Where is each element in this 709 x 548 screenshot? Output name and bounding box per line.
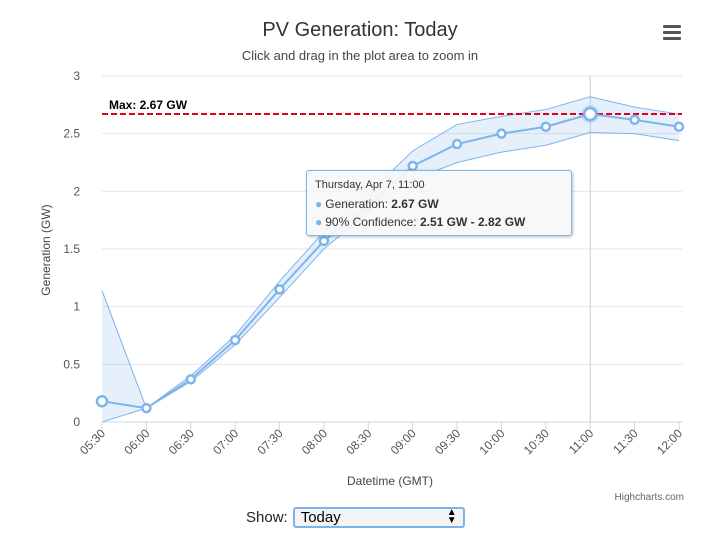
tooltip-header: Thursday, Apr 7, 11:00 (315, 179, 425, 191)
series-dot-icon: ● (315, 197, 323, 211)
x-tick-label: 07:30 (255, 426, 286, 457)
max-plot-line-label: Max: 2.67 GW (109, 98, 188, 112)
x-tick-label: 09:00 (388, 426, 419, 457)
chart-title: PV Generation: Today (262, 19, 457, 41)
tooltip-row-generation: ● Generation: 2.67 GW (315, 195, 563, 213)
generation-point[interactable] (496, 128, 507, 139)
confidence-band-upper-line (101, 96, 680, 409)
y-tick-label: 0.5 (63, 357, 80, 371)
series-dot-icon: ● (315, 215, 323, 229)
y-tick-label: 1.5 (63, 242, 80, 256)
generation-point[interactable] (95, 394, 109, 408)
x-tick-label: 11:30 (610, 426, 641, 457)
chart-tooltip: Thursday, Apr 7, 11:00 ● Generation: 2.67… (306, 170, 572, 236)
generation-point[interactable] (229, 334, 241, 346)
x-tick-label: 08:00 (299, 426, 330, 457)
tooltip-row-confidence: ● 90% Confidence: 2.51 GW - 2.82 GW (315, 213, 563, 231)
generation-point[interactable] (451, 138, 463, 150)
generation-point[interactable] (141, 402, 152, 414)
x-axis-title: Datetime (GMT) (347, 474, 433, 488)
y-tick-label: 2 (73, 184, 80, 198)
tooltip-generation-label: Generation: (325, 197, 392, 211)
y-axis-title: Generation (GW) (39, 204, 53, 295)
x-tick-label: 10:00 (476, 426, 507, 457)
y-tick-label: 2.5 (63, 127, 80, 141)
x-tick-label: 09:30 (432, 426, 463, 457)
tooltip-confidence-value: 2.51 GW - 2.82 GW (419, 215, 526, 229)
x-tick-label: 10:30 (521, 426, 552, 457)
hamburger-menu-icon-bar (663, 37, 681, 40)
tooltip-confidence-label: 90% Confidence: (325, 215, 420, 229)
chart-context-menu-button[interactable] (660, 22, 684, 44)
x-tick-label: 05:30 (77, 426, 108, 457)
y-tick-label: 1 (73, 300, 80, 314)
hamburger-menu-icon-bar (663, 31, 681, 34)
x-tick-label: 06:00 (121, 426, 152, 457)
generation-point[interactable] (274, 284, 285, 295)
x-tick-label: 07:00 (210, 426, 241, 457)
chart-subtitle: Click and drag in the plot area to zoom … (242, 48, 478, 63)
x-tick-label: 12:00 (654, 426, 685, 457)
select-updown-arrows-icon: ▲ ▼ (446, 507, 457, 526)
show-period-select[interactable]: Today ▲ ▼ (292, 506, 465, 528)
generation-point[interactable] (540, 121, 552, 132)
credits-link[interactable]: Highcharts.com (615, 492, 684, 503)
generation-point[interactable] (407, 160, 418, 172)
show-control: Show: Today ▲ ▼ (246, 505, 465, 529)
y-tick-label: 3 (73, 69, 80, 83)
x-tick-label: 08:30 (343, 426, 374, 457)
x-tick-label: 06:30 (166, 426, 197, 457)
generation-point[interactable] (673, 121, 685, 132)
generation-point[interactable] (185, 374, 197, 385)
hamburger-menu-icon (663, 25, 681, 28)
generation-point[interactable] (629, 114, 640, 126)
y-tick-label: 0 (73, 415, 80, 429)
show-selected-value: Today (300, 508, 341, 526)
generation-point[interactable] (582, 106, 598, 122)
show-label: Show: (246, 508, 288, 526)
x-tick-label: 11:00 (566, 426, 597, 457)
confidence-band-area (102, 96, 679, 422)
generation-point[interactable] (318, 235, 330, 247)
tooltip-generation-value: 2.67 GW (391, 197, 439, 211)
